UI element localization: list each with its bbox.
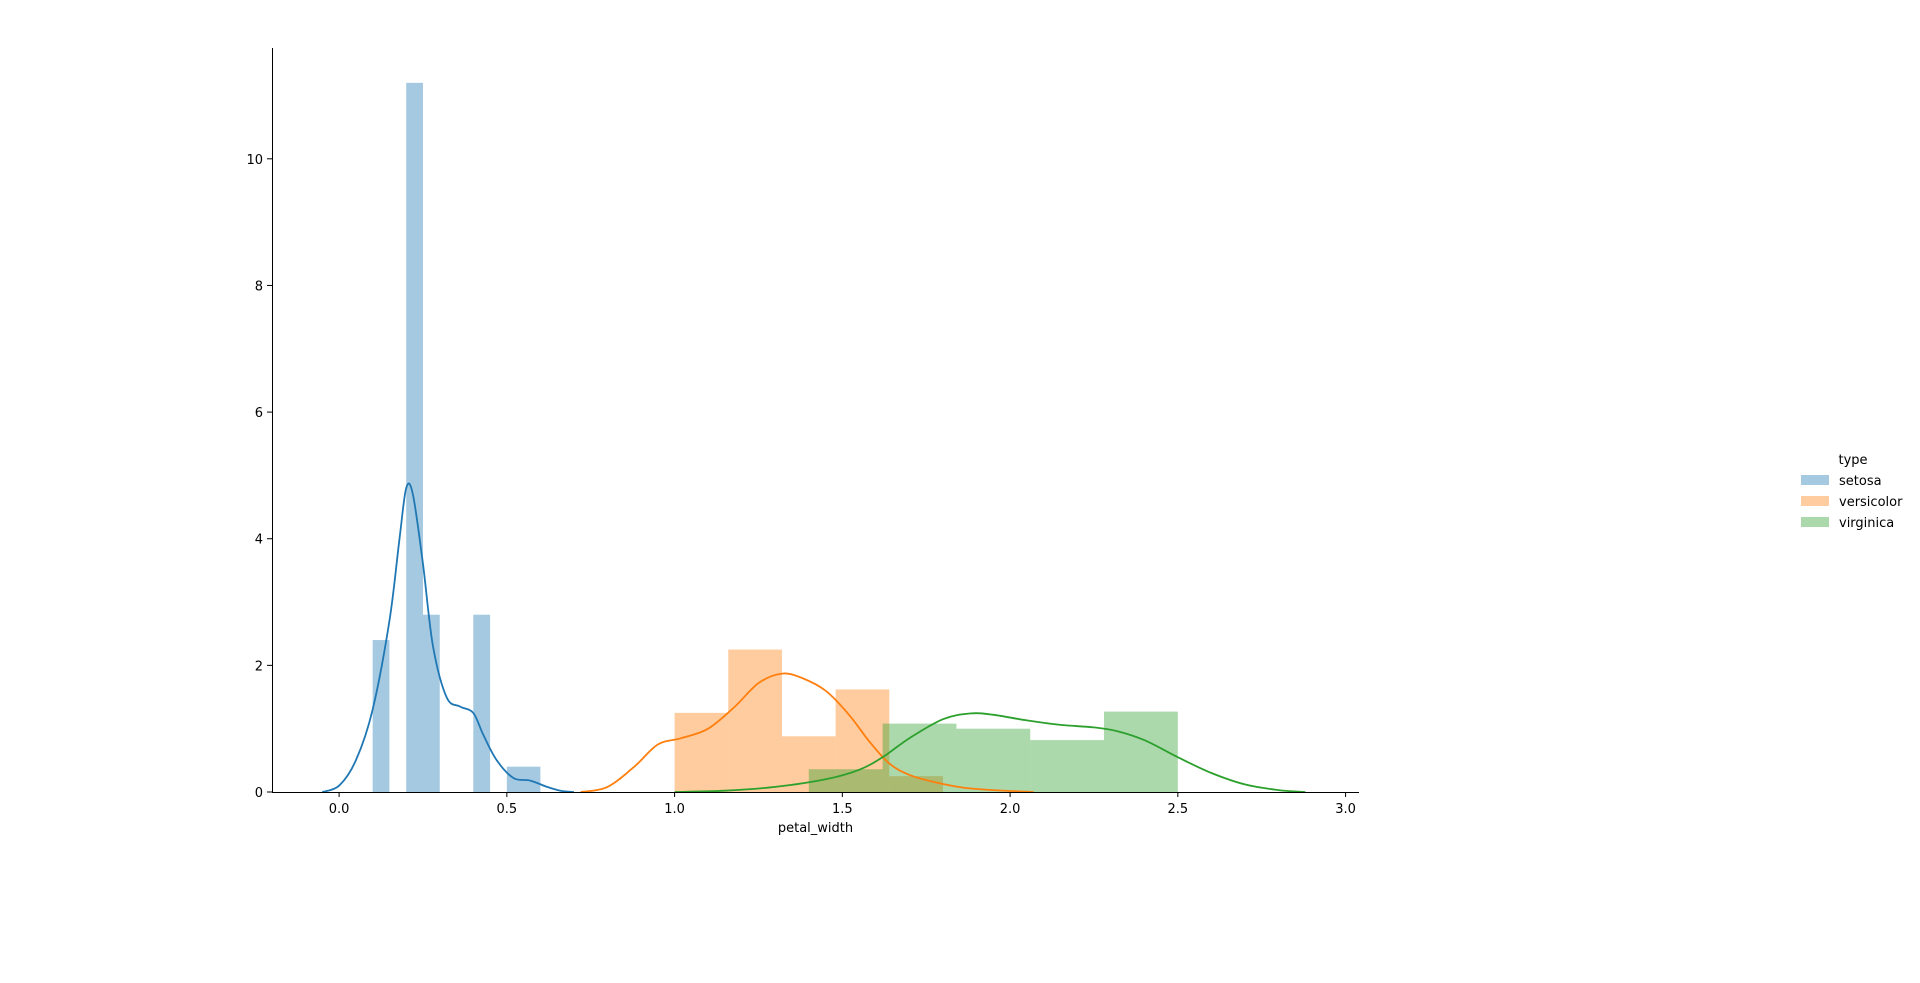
kde-line-versicolor bbox=[580, 672, 1034, 793]
y-tick-label: 0 bbox=[255, 786, 263, 801]
legend-title: type bbox=[1838, 453, 1867, 468]
y-tick-label: 4 bbox=[255, 533, 263, 548]
bar-setosa-3 bbox=[473, 614, 491, 792]
kde-curves bbox=[321, 482, 1306, 793]
bar-virginica-0 bbox=[808, 769, 883, 792]
x-tick-label: 1.0 bbox=[664, 802, 685, 817]
bar-virginica-1 bbox=[882, 723, 957, 792]
x-axis-ticks: 0.0 0.5 1.0 1.5 2.0 2.5 3.0 bbox=[329, 792, 1356, 817]
y-tick-label: 2 bbox=[255, 659, 263, 674]
kde-line-setosa bbox=[321, 482, 574, 793]
x-tick-label: 0.5 bbox=[497, 802, 518, 817]
bar-setosa-0 bbox=[372, 640, 390, 792]
legend-swatch-setosa bbox=[1801, 475, 1829, 485]
legend-items: setosa versicolor virginica bbox=[1801, 474, 1903, 531]
x-tick-label: 3.0 bbox=[1335, 802, 1356, 817]
legend-label-versicolor: versicolor bbox=[1839, 495, 1903, 510]
bar-versicolor-0 bbox=[674, 712, 729, 792]
bar-versicolor-1 bbox=[728, 649, 782, 792]
x-tick-label: 2.0 bbox=[1000, 802, 1021, 817]
x-tick-label: 0.0 bbox=[329, 802, 350, 817]
kde-line-virginica bbox=[674, 712, 1306, 793]
bar-virginica-3 bbox=[1030, 740, 1105, 792]
legend-swatch-virginica bbox=[1801, 517, 1829, 527]
bar-setosa-1 bbox=[406, 82, 423, 792]
x-tick-label: 2.5 bbox=[1167, 802, 1188, 817]
legend-swatch-versicolor bbox=[1801, 496, 1829, 506]
legend: type setosa versicolor virginica bbox=[1801, 453, 1903, 531]
y-tick-label: 8 bbox=[255, 279, 263, 294]
histogram-bars bbox=[372, 82, 1178, 792]
bar-virginica-2 bbox=[956, 728, 1031, 792]
x-tick-label: 1.5 bbox=[832, 802, 853, 817]
y-tick-label: 6 bbox=[255, 406, 263, 421]
legend-label-setosa: setosa bbox=[1839, 474, 1882, 489]
y-tick-label: 10 bbox=[246, 153, 263, 168]
y-axis-ticks: 0 2 4 6 8 10 bbox=[246, 153, 272, 801]
x-axis-label: petal_width bbox=[778, 821, 853, 836]
legend-label-virginica: virginica bbox=[1839, 516, 1894, 531]
